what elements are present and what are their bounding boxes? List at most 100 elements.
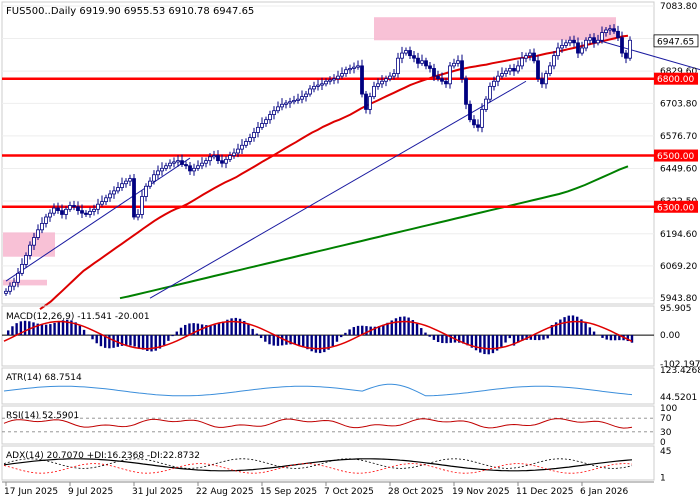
candle-body <box>625 53 628 58</box>
price-tick-label: 6194.60 <box>660 230 697 240</box>
macd-bar <box>563 317 565 335</box>
macd-bar <box>319 335 321 353</box>
candle-body <box>441 79 444 82</box>
macd-bar <box>108 335 110 348</box>
macd-bar <box>302 335 304 347</box>
macd-bar <box>142 335 144 350</box>
candle-body <box>157 171 160 175</box>
candle-body <box>361 66 364 94</box>
candle-body <box>241 145 244 149</box>
candle-body <box>81 211 84 214</box>
macd-bar <box>420 328 422 335</box>
macd-bar <box>188 323 190 335</box>
candle-body <box>197 166 200 169</box>
macd-bar <box>437 335 439 342</box>
macd-bar <box>87 335 89 336</box>
macd-bar <box>260 335 262 338</box>
time-tick-label: 19 Nov 2025 <box>452 487 510 497</box>
candle-body <box>121 184 124 188</box>
candle-body <box>149 181 152 186</box>
candle-body <box>417 58 420 63</box>
candle-body <box>181 161 184 165</box>
macd-bar <box>500 335 502 347</box>
candle-body <box>257 127 260 132</box>
macd-bar <box>399 317 401 335</box>
candle-body <box>53 208 56 213</box>
candle-body <box>605 30 608 33</box>
macd-bar <box>357 326 359 335</box>
candle-body <box>9 286 12 291</box>
candle-body <box>317 85 320 86</box>
time-tick-label: 22 Aug 2025 <box>196 487 254 497</box>
macd-bar <box>601 335 603 338</box>
candle-body <box>233 153 236 156</box>
macd-bar <box>568 316 570 335</box>
candle-body <box>281 104 284 107</box>
macd-tick-label: 0.00 <box>660 331 680 341</box>
macd-bar <box>492 335 494 353</box>
candle-body <box>169 163 172 166</box>
macd-bar <box>593 332 595 336</box>
candle-body <box>373 86 376 96</box>
macd-bar <box>96 335 98 343</box>
time-tick-label: 15 Sep 2025 <box>260 487 317 497</box>
candle-body <box>421 61 424 64</box>
macd-bar <box>235 318 237 335</box>
candle-body <box>561 45 564 48</box>
candle-body <box>77 207 80 211</box>
macd-bar <box>589 327 591 335</box>
candle-body <box>69 205 72 209</box>
candle-body <box>117 188 120 191</box>
candle-body <box>105 198 108 202</box>
macd-bar <box>416 324 418 335</box>
candle-body <box>41 223 44 229</box>
rsi-tick-label: 70 <box>660 414 672 424</box>
candle-body <box>593 38 596 43</box>
candle-body <box>29 245 32 255</box>
candle-body <box>237 149 240 153</box>
candle-body <box>377 84 380 87</box>
candle-body <box>161 168 164 171</box>
candle-body <box>577 43 580 53</box>
candle-body <box>33 237 36 245</box>
macd-bar <box>424 333 426 336</box>
candle-body <box>329 80 332 81</box>
candle-body <box>617 31 620 37</box>
price-tick-label: 5943.80 <box>660 294 697 304</box>
macd-bar <box>559 320 561 336</box>
candle-body <box>621 38 624 53</box>
candle-body <box>485 99 488 109</box>
macd-bar <box>256 334 258 336</box>
macd-bar <box>433 335 435 340</box>
candle-body <box>449 66 452 84</box>
candle-body <box>457 61 460 64</box>
macd-bar <box>534 335 536 340</box>
candle-body <box>349 68 352 69</box>
candle-body <box>541 79 544 84</box>
candle-body <box>589 38 592 41</box>
macd-bar <box>251 329 253 335</box>
macd-bar <box>298 335 300 345</box>
candle-body <box>469 104 472 119</box>
candle-body <box>73 205 76 206</box>
candle-body <box>129 179 132 182</box>
candle-body <box>293 100 296 101</box>
candle-body <box>17 273 20 282</box>
candle-body <box>101 202 104 205</box>
macd-bar <box>24 321 26 335</box>
candle-body <box>517 66 520 71</box>
candle-body <box>513 68 516 71</box>
macd-bar <box>348 329 350 335</box>
macd-bar <box>475 335 477 350</box>
candle-body <box>125 181 128 184</box>
candle-body <box>529 53 532 56</box>
candle-body <box>525 56 528 59</box>
candle-body <box>597 40 600 43</box>
candle-body <box>565 43 568 46</box>
candle-body <box>445 81 448 84</box>
candle-body <box>537 61 540 79</box>
macd-bar <box>395 318 397 335</box>
macd-label: MACD(12,26,9) -11.541 -20.001 <box>6 312 150 322</box>
